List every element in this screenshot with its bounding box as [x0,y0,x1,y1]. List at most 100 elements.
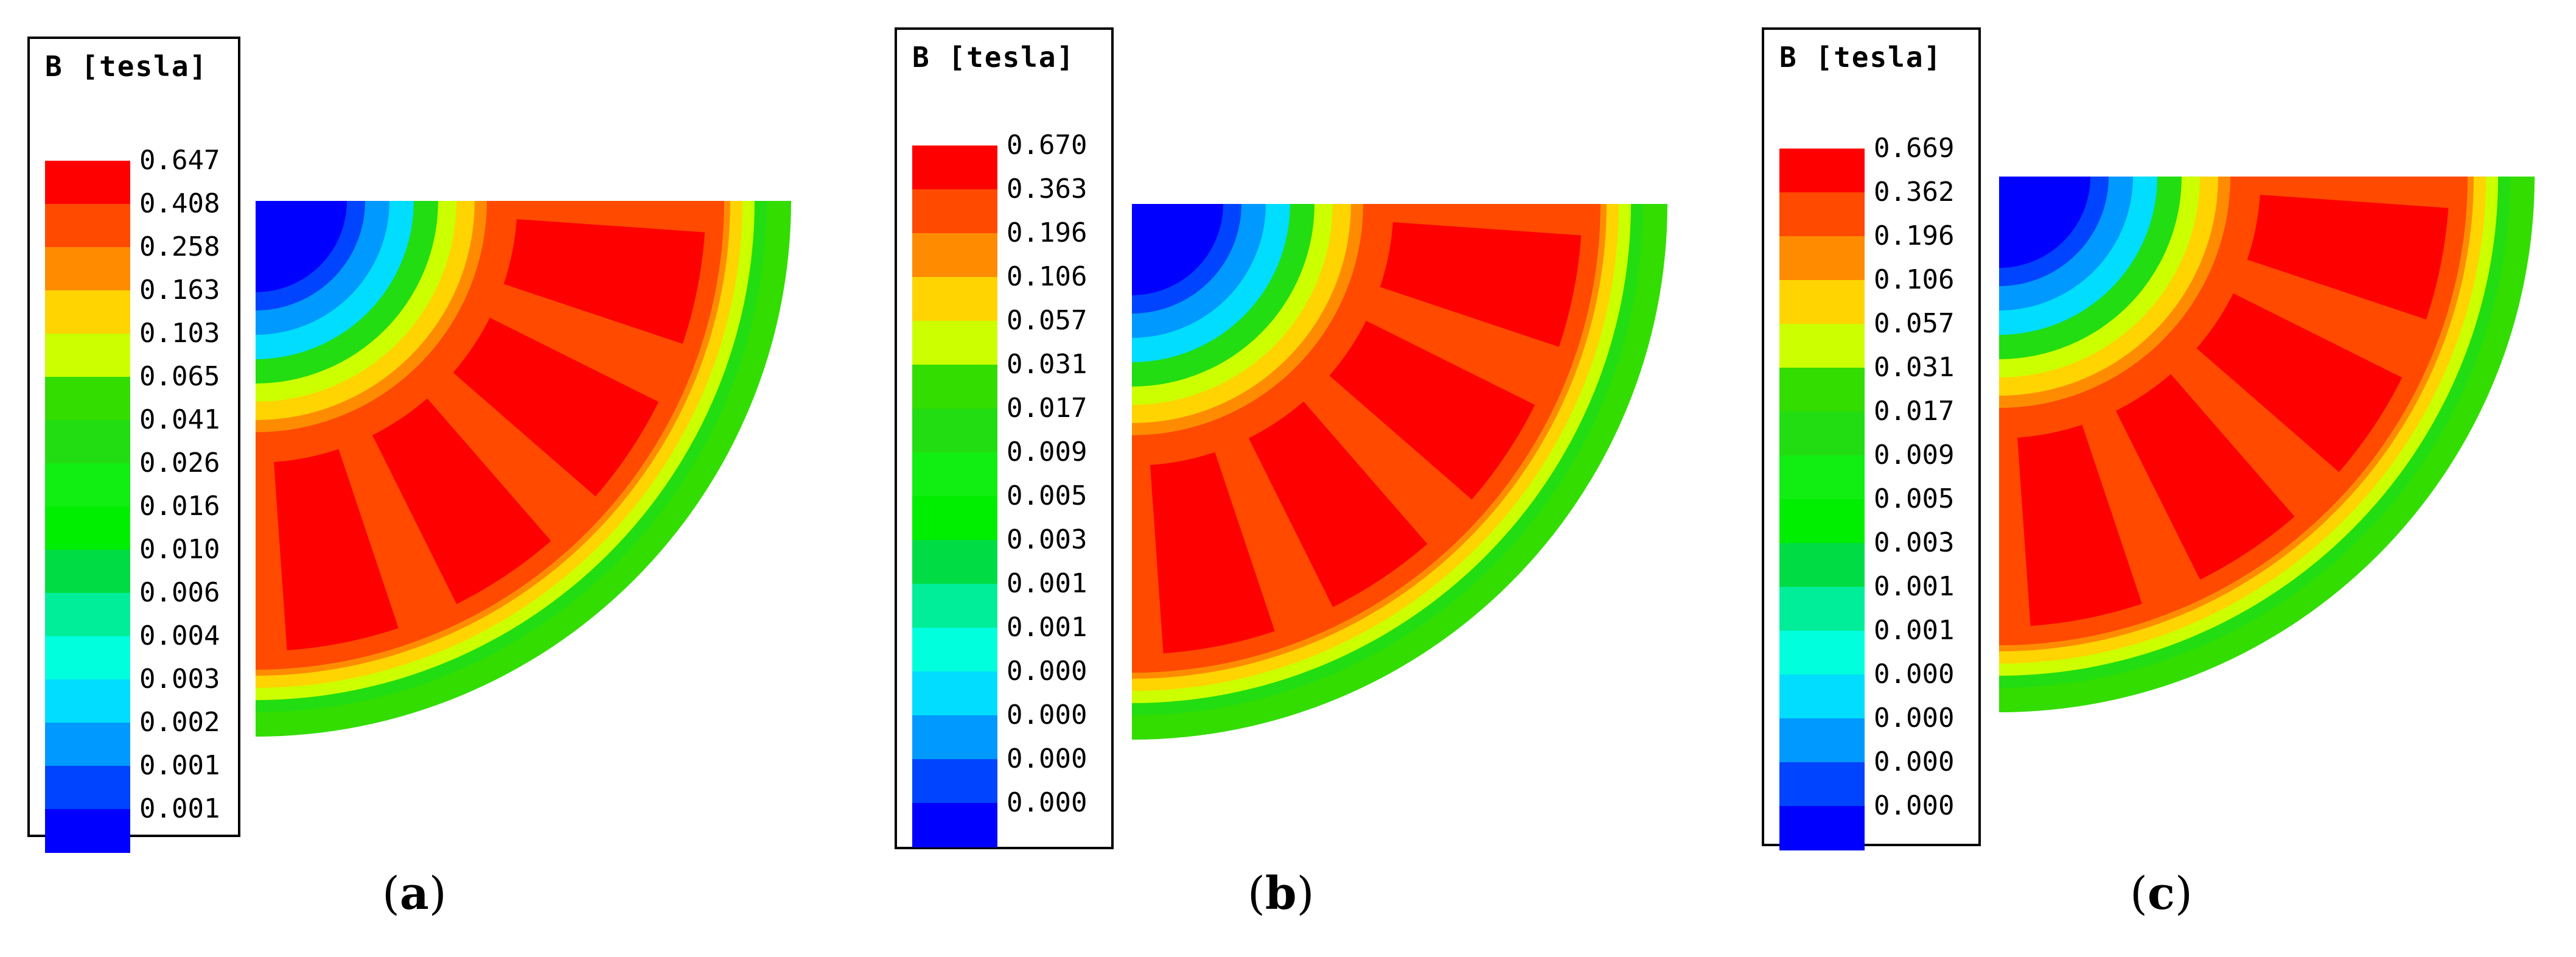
colorbar-swatch [1779,587,1865,631]
colorbar-swatch [1779,280,1865,324]
colorbar-tick-label: 0.031 [1874,352,1955,383]
colorbar-tick-label: 0.002 [139,707,220,738]
colorbar-tick-label: 0.010 [139,534,220,565]
inner-field-region [1999,177,2090,268]
colorbar-tick-label: 0.001 [1874,615,1955,646]
colorbar-swatch [45,247,130,291]
colorbar-tick-label: 0.009 [1874,440,1955,471]
colorbar-swatch [1779,718,1865,763]
colorbar-tick-label: 0.000 [1007,656,1087,687]
colorbar-swatch [912,189,997,234]
colorbar-tick-label: 0.017 [1874,396,1955,427]
colorbar-tick-label: 0.017 [1007,393,1087,424]
colorbar-swatch [912,452,997,497]
colorbar-swatch [912,496,997,541]
colorbar-swatch [912,671,997,716]
colorbar-swatch [1779,806,1865,850]
colorbar-swatch [912,759,997,804]
colorbar-swatch [45,290,130,334]
colorbar-swatch [1779,631,1865,675]
colorbar-tick-label: 0.000 [1007,787,1087,818]
colorbar-swatch [912,321,997,365]
colorbar-swatch [912,365,997,409]
colorbar-tick-label: 0.363 [1007,174,1087,205]
colorbar-tick-label: 0.670 [1007,130,1087,161]
colorbar-tick-label: 0.669 [1874,133,1955,164]
colorbar-swatch [45,636,130,680]
colorbar-swatch [45,420,130,464]
colorbar-tick-label: 0.001 [139,793,220,824]
colorbar-legend: B [tesla] 0.670 0.363 0.196 0.106 0.057 0.031… [895,27,1114,849]
pole-region [1150,452,1275,654]
panel-a: B [tesla] 0.647 0.408 0.258 0.163 0.103 0.065… [0,0,852,957]
colorbar-swatch [45,679,130,723]
pole-region [1380,222,1582,347]
caption-b: (b) [1248,868,1314,920]
colorbar-swatch [1779,543,1865,587]
pole-region [2247,194,2449,320]
colorbar-swatch [45,766,130,810]
flux-density-map [1132,204,1667,740]
colorbar-tick-label: 0.000 [1874,703,1955,734]
colorbar-swatch [912,277,997,321]
flux-density-map [1999,177,2535,712]
legend-title: B [tesla] [45,50,208,83]
colorbar-swatch [45,809,130,853]
colorbar-tick-label: 0.106 [1007,261,1087,292]
colorbar-swatch [912,803,997,847]
colorbar-swatch [912,408,997,453]
colorbar-tick-label: 0.031 [1007,349,1087,380]
colorbar-swatch [45,377,130,421]
colorbar-tick-label: 0.016 [139,491,220,522]
colorbar-swatch [1779,675,1865,719]
colorbar-swatch [45,161,130,205]
colorbar-tick-label: 0.004 [139,620,220,651]
colorbar-legend: B [tesla] 0.647 0.408 0.258 0.163 0.103 0.065… [27,37,240,853]
colorbar-tick-label: 0.258 [139,231,220,262]
colorbar-tick-label: 0.001 [139,750,220,781]
pole-region [1248,401,1428,608]
pole-region [2196,293,2403,472]
pole-region [273,449,399,651]
colorbar-swatch [45,550,130,594]
colorbar-swatch [45,723,130,766]
colorbar-swatch [912,540,997,584]
caption-c: (c) [2130,868,2193,920]
colorbar-swatch [1779,455,1865,500]
colorbar-swatch [1779,412,1865,456]
colorbar-swatch [912,233,997,278]
colorbar-tick-label: 0.163 [139,275,220,306]
colorbar-swatch [912,145,997,190]
colorbar-swatch [1779,368,1865,412]
colorbar-tick-label: 0.000 [1874,790,1955,821]
colorbar-legend: B [tesla] 0.669 0.362 0.196 0.106 0.057 0.031… [1762,27,1981,850]
colorbar-tick-label: 0.003 [139,664,220,695]
colorbar-swatch [912,584,997,628]
colorbar-tick-label: 0.000 [1007,743,1087,774]
colorbar-swatch [1779,762,1865,807]
colorbar-swatch [912,628,997,672]
colorbar-tick-label: 0.005 [1874,483,1955,514]
colorbar-tick-label: 0.362 [1874,177,1955,208]
colorbar-tick-label: 0.196 [1874,220,1955,251]
colorbar-swatch [1779,324,1865,368]
colorbar-swatch [1779,499,1865,544]
colorbar-tick-label: 0.006 [139,577,220,608]
panel-b: B [tesla] 0.670 0.363 0.196 0.106 0.057 0.031… [870,0,1722,957]
colorbar-tick-label: 0.003 [1874,527,1955,558]
colorbar-swatch [1779,192,1865,237]
colorbar-swatch [45,204,130,248]
colorbar-tick-label: 0.001 [1007,568,1087,599]
colorbar-tick-label: 0.647 [139,145,220,176]
colorbar-swatch [45,334,130,377]
pole-region [2017,424,2142,626]
colorbar-tick-label: 0.103 [139,318,220,349]
pole-region [372,398,551,605]
pole-region [453,317,659,497]
colorbar-tick-label: 0.001 [1007,612,1087,643]
colorbar-tick-label: 0.065 [139,361,220,392]
colorbar-tick-label: 0.106 [1874,264,1955,295]
caption-a: (a) [382,868,447,920]
colorbar-tick-label: 0.026 [139,447,220,479]
colorbar-tick-label: 0.041 [139,404,220,435]
